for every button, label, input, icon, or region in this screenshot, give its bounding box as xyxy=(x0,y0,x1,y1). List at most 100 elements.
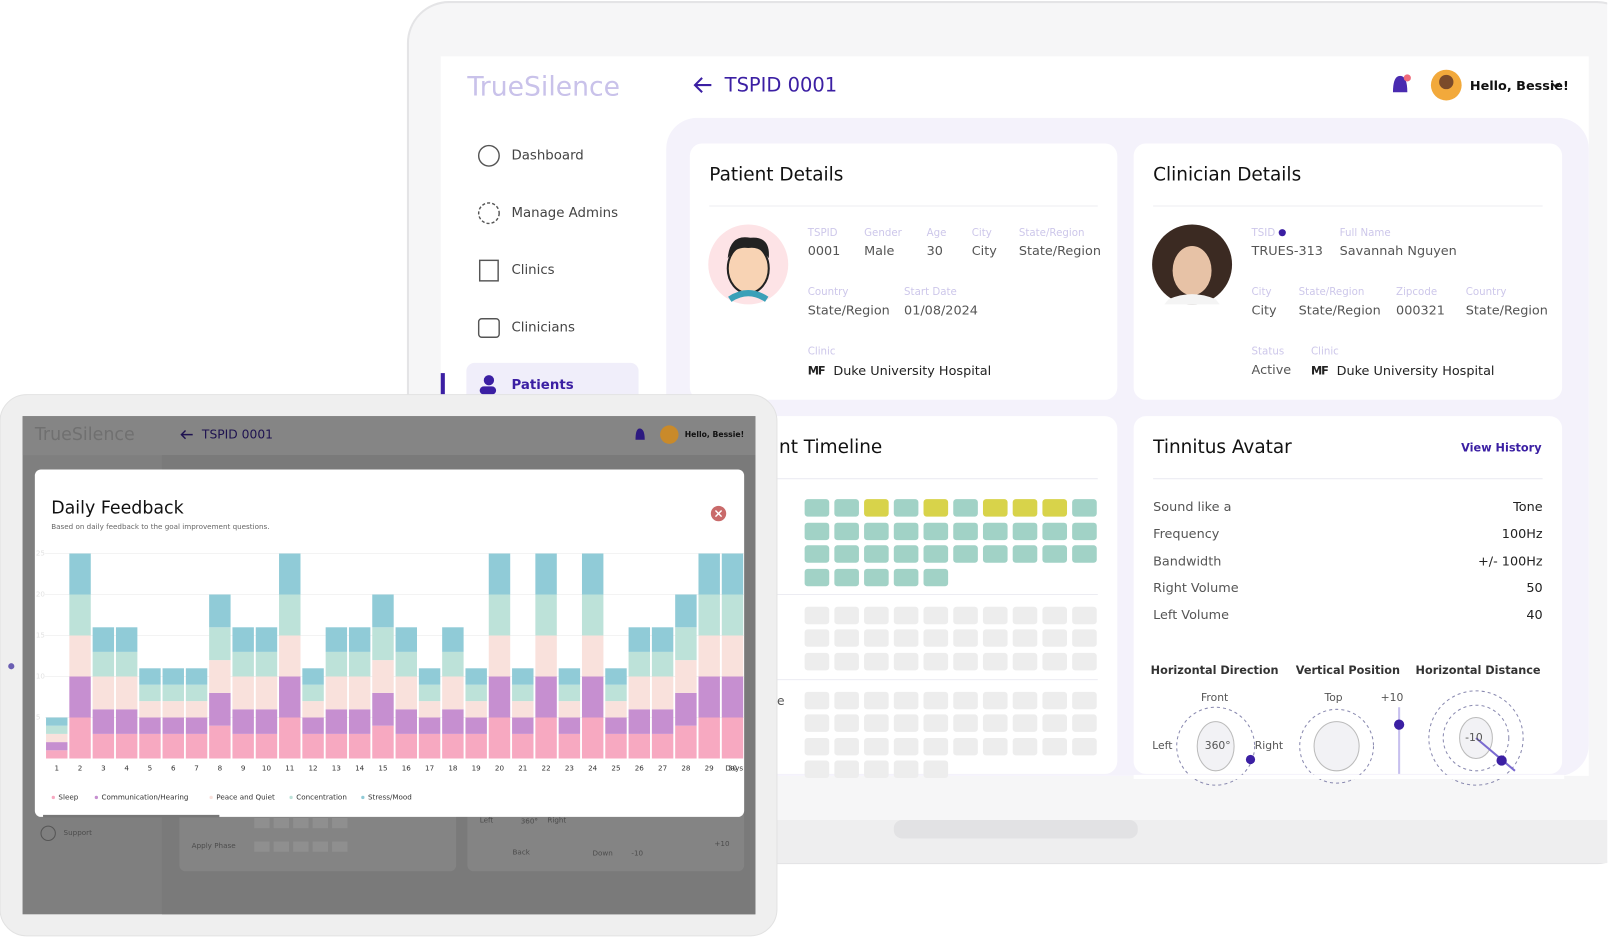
bar-segment xyxy=(348,709,371,734)
bar-segment xyxy=(721,676,744,718)
bar-segment xyxy=(721,717,744,759)
y-tick-label: 25 xyxy=(36,549,45,558)
bar-segment xyxy=(185,717,208,734)
bar-segment xyxy=(92,733,115,759)
bar-segment xyxy=(698,676,720,718)
close-x[interactable] xyxy=(714,509,723,518)
slider-knob xyxy=(1394,719,1405,730)
back-arrow[interactable] xyxy=(693,77,712,93)
field-label: TSPID xyxy=(807,227,838,239)
legend-marker xyxy=(289,795,293,800)
bar-segment xyxy=(279,676,301,718)
timeline-cell xyxy=(953,691,978,710)
bar-segment xyxy=(442,676,464,710)
timeline-cell xyxy=(864,522,889,541)
bar-segment xyxy=(581,635,604,677)
bell-icon[interactable] xyxy=(635,428,645,440)
timeline-cell xyxy=(1072,606,1097,625)
field-label: State/Region xyxy=(1298,287,1365,299)
bar-segment xyxy=(279,635,301,677)
field-value: City xyxy=(1251,302,1277,318)
bar-segment xyxy=(651,709,674,734)
nav-item[interactable]: Patients xyxy=(511,377,574,394)
timeline-cell xyxy=(893,545,919,563)
timeline-cell xyxy=(893,568,919,587)
card xyxy=(689,143,1118,400)
timeline-cell xyxy=(923,629,949,647)
greeting[interactable]: Hello, Bessie! xyxy=(684,429,745,439)
bar-segment xyxy=(628,651,651,677)
timeline-cell xyxy=(834,606,859,625)
nav-item[interactable]: Clinicians xyxy=(511,320,575,336)
page-title: TSPID 0001 xyxy=(201,427,273,442)
bar-segment xyxy=(185,701,208,718)
bar-segment xyxy=(46,717,68,726)
timeline-cell xyxy=(982,714,1008,732)
timeline-cell xyxy=(804,545,830,563)
x-tick-label: 12 xyxy=(309,764,318,773)
bar-segment xyxy=(535,594,557,636)
bar-segment xyxy=(698,594,720,636)
bar-segment xyxy=(395,627,417,652)
distance-needle xyxy=(1475,737,1516,772)
legend-label: Stress/Mood xyxy=(368,792,412,801)
field-value: State/Region xyxy=(807,302,890,318)
bar-segment xyxy=(302,668,324,685)
nav-item[interactable]: Manage Admins xyxy=(511,205,619,221)
bar-segment xyxy=(46,742,68,751)
nav-item[interactable]: Clinics xyxy=(511,262,555,279)
bell-icon[interactable] xyxy=(1392,75,1408,93)
timeline-cell xyxy=(804,522,830,541)
row-value: Tone xyxy=(1513,498,1543,515)
bar-segment xyxy=(162,733,184,759)
field-value: Male xyxy=(864,242,895,259)
background-label: Down xyxy=(592,849,613,858)
screen-edge xyxy=(1133,774,1565,779)
bar-segment xyxy=(209,725,231,759)
bar-segment xyxy=(209,692,231,726)
field-value: State/Region xyxy=(1465,302,1548,318)
row-label: Frequency xyxy=(1153,525,1220,541)
head xyxy=(1196,721,1235,772)
bar-segment xyxy=(92,709,115,734)
card xyxy=(1133,143,1563,400)
timeline-cell xyxy=(864,629,889,647)
timeline-cell xyxy=(1042,714,1068,732)
field-label: State/Region xyxy=(1018,227,1085,239)
timeline-cell xyxy=(953,652,978,671)
view-history-link[interactable]: View History xyxy=(1461,441,1542,455)
y-tick-label: 5 xyxy=(36,713,41,722)
chevron[interactable] xyxy=(1551,82,1561,89)
bar-segment xyxy=(302,733,324,759)
timeline-cell xyxy=(953,545,978,563)
timeline-cell xyxy=(834,714,859,732)
daily-feedback-chart: Daily Feedback Based on daily feedback to… xyxy=(36,498,745,801)
timeline-cell xyxy=(864,499,889,517)
bar-segment xyxy=(395,676,417,710)
bar-segment xyxy=(255,733,278,759)
x-tick-label: 16 xyxy=(402,764,412,773)
nav-item[interactable]: Dashboard xyxy=(511,148,584,164)
greeting[interactable]: Hello, Bessie! xyxy=(1469,77,1569,94)
nav-icon xyxy=(478,259,499,282)
row-value: +/- 100Hz xyxy=(1478,553,1543,569)
dial-knob xyxy=(1496,755,1507,766)
bar-segment xyxy=(302,701,324,718)
timeline-cell xyxy=(1072,652,1097,671)
card-title: Patient Details xyxy=(709,164,844,186)
timeline-cell xyxy=(1072,714,1097,732)
timeline-cell xyxy=(953,499,978,517)
field-value: Active xyxy=(1251,361,1292,377)
timeline-cell xyxy=(923,714,949,732)
bar-segment xyxy=(465,717,487,734)
field-label: Age xyxy=(926,227,947,239)
back-arrow[interactable] xyxy=(180,429,193,440)
dial-label: Front xyxy=(1201,691,1229,704)
row-label: Sound like a xyxy=(1153,498,1232,515)
bar-segment xyxy=(162,684,184,702)
user-avatar[interactable] xyxy=(660,425,679,444)
close-button[interactable] xyxy=(710,505,727,522)
timeline-cell xyxy=(1072,738,1097,756)
timeline-cell xyxy=(923,738,949,756)
